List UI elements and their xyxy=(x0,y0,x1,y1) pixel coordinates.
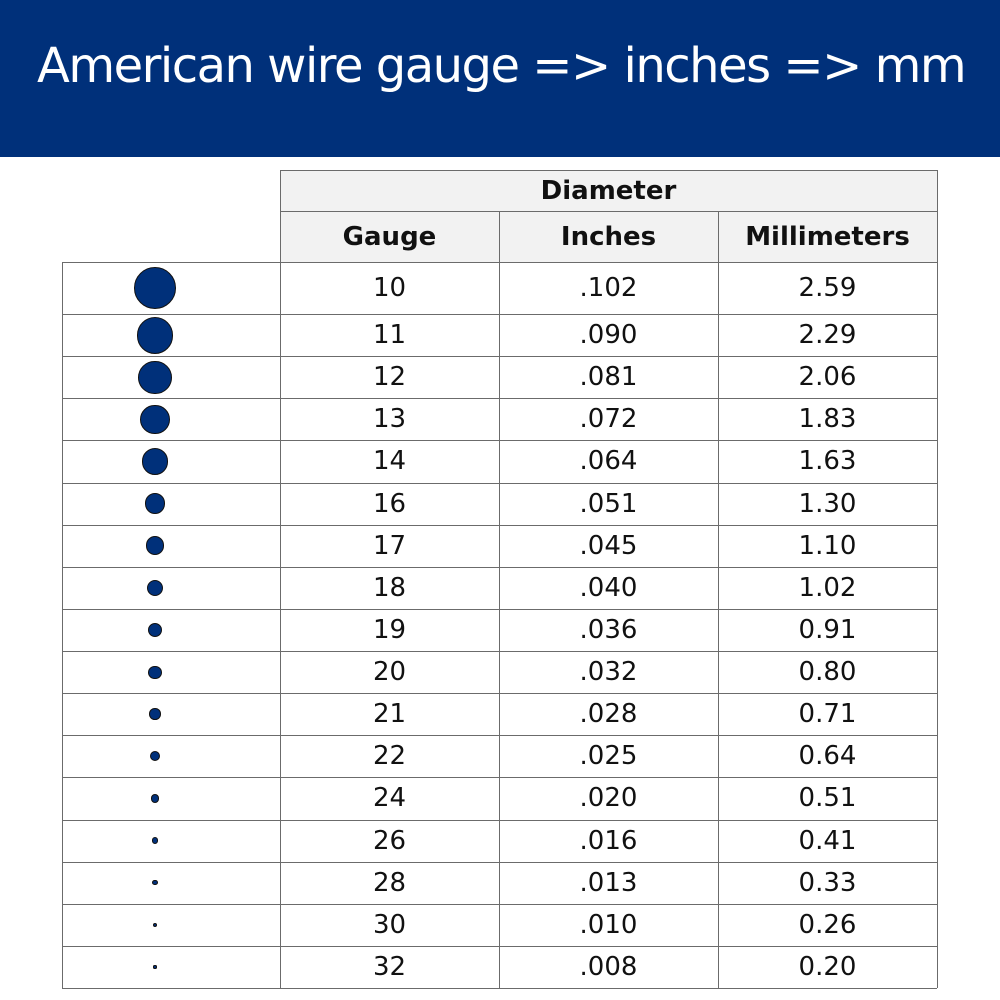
wire-cross-section-icon xyxy=(151,837,159,844)
mm-cell: 1.63 xyxy=(798,446,857,477)
wire-cross-section-icon xyxy=(144,493,166,515)
mm-cell: 1.02 xyxy=(798,572,857,603)
mm-cell: 0.33 xyxy=(798,867,857,898)
gauge-cell: 12 xyxy=(372,362,407,393)
gauge-cell: 32 xyxy=(372,951,407,982)
wire-size-cell xyxy=(62,862,280,904)
wire-size-cell xyxy=(62,820,280,862)
wire-size-cell xyxy=(62,525,280,567)
wire-cross-section-icon xyxy=(145,536,165,555)
inches-cell: .013 xyxy=(579,867,638,898)
wire-cross-section-icon xyxy=(136,316,174,354)
wire-size-cell xyxy=(62,356,280,398)
inches-cell: .064 xyxy=(579,446,638,477)
wire-size-cell xyxy=(62,904,280,946)
mm-cell: 2.59 xyxy=(798,273,857,303)
mm-cell: 0.64 xyxy=(798,741,857,772)
gauge-cell: 10 xyxy=(372,273,407,303)
grid-line xyxy=(62,262,63,988)
wire-cross-section-icon xyxy=(134,267,176,309)
column-header-gauge: Gauge xyxy=(280,211,499,262)
wire-size-cell xyxy=(62,946,280,988)
mm-cell: 0.26 xyxy=(798,909,857,940)
gauge-cell: 16 xyxy=(372,488,407,519)
grid-line xyxy=(62,988,937,989)
wire-cross-section-icon xyxy=(149,708,161,720)
inches-cell: .102 xyxy=(579,273,638,303)
page-title: American wire gauge => inches => mm xyxy=(37,38,967,94)
mm-cell: 2.29 xyxy=(798,320,857,351)
mm-cell: 1.30 xyxy=(798,488,857,519)
mm-cell: 0.20 xyxy=(798,951,857,982)
wire-size-cell xyxy=(62,483,280,525)
grid-line xyxy=(937,170,938,988)
mm-cell: 0.71 xyxy=(798,699,857,730)
wire-cross-section-icon xyxy=(148,665,162,679)
mm-cell: 0.41 xyxy=(798,825,857,856)
grid-line xyxy=(499,211,500,988)
wire-size-cell xyxy=(62,735,280,777)
wire-cross-section-icon xyxy=(140,404,170,435)
inches-cell: .008 xyxy=(579,951,638,982)
wire-cross-section-icon xyxy=(152,922,158,927)
inches-cell: .016 xyxy=(579,825,638,856)
wire-size-cell xyxy=(62,609,280,651)
mm-cell: 1.10 xyxy=(798,530,857,561)
mm-cell: 0.80 xyxy=(798,657,857,688)
wire-size-cell xyxy=(62,777,280,819)
inches-cell: .040 xyxy=(579,572,638,603)
inches-cell: .020 xyxy=(579,783,638,814)
grid-line xyxy=(718,211,719,988)
inches-cell: .072 xyxy=(579,404,638,435)
gauge-cell: 14 xyxy=(372,446,407,477)
wire-cross-section-icon xyxy=(138,360,172,394)
grid-line xyxy=(280,170,937,171)
mm-cell: 2.06 xyxy=(798,362,857,393)
gauge-cell: 11 xyxy=(372,320,407,351)
gauge-cell: 19 xyxy=(372,614,407,645)
wire-size-cell xyxy=(62,440,280,482)
gauge-cell: 20 xyxy=(372,657,407,688)
wire-cross-section-icon xyxy=(146,579,164,596)
gauge-cell: 30 xyxy=(372,909,407,940)
wire-cross-section-icon xyxy=(150,794,160,803)
inches-cell: .028 xyxy=(579,699,638,730)
wire-size-cell xyxy=(62,693,280,735)
wire-size-cell xyxy=(62,567,280,609)
wire-cross-section-icon xyxy=(147,622,163,638)
wire-size-cell xyxy=(62,398,280,440)
gauge-cell: 26 xyxy=(372,825,407,856)
grid-line xyxy=(280,211,937,212)
inches-cell: .025 xyxy=(579,741,638,772)
mm-cell: 1.83 xyxy=(798,404,857,435)
gauge-cell: 24 xyxy=(372,783,407,814)
mm-cell: 0.91 xyxy=(798,614,857,645)
wire-size-cell xyxy=(62,314,280,356)
gauge-cell: 13 xyxy=(372,404,407,435)
inches-cell: .045 xyxy=(579,530,638,561)
column-header-inches: Inches xyxy=(499,211,718,262)
inches-cell: .051 xyxy=(579,488,638,519)
inches-cell: .032 xyxy=(579,657,638,688)
title-banner: American wire gauge => inches => mm xyxy=(0,0,1000,157)
diameter-group-header: Diameter xyxy=(280,170,937,211)
wire-cross-section-icon xyxy=(153,965,157,969)
gauge-cell: 18 xyxy=(372,572,407,603)
wire-size-cell xyxy=(62,262,280,314)
column-header-millimeters: Millimeters xyxy=(718,211,937,262)
mm-cell: 0.51 xyxy=(798,783,857,814)
gauge-cell: 21 xyxy=(372,699,407,730)
gauge-cell: 28 xyxy=(372,867,407,898)
wire-size-cell xyxy=(62,651,280,693)
inches-cell: .010 xyxy=(579,909,638,940)
wire-cross-section-icon xyxy=(149,751,161,762)
wire-cross-section-icon xyxy=(141,448,169,475)
wire-cross-section-icon xyxy=(152,880,158,886)
gauge-cell: 17 xyxy=(372,530,407,561)
inches-cell: .036 xyxy=(579,614,638,645)
inches-cell: .090 xyxy=(579,320,638,351)
gauge-cell: 22 xyxy=(372,741,407,772)
grid-line xyxy=(280,170,281,988)
inches-cell: .081 xyxy=(579,362,638,393)
